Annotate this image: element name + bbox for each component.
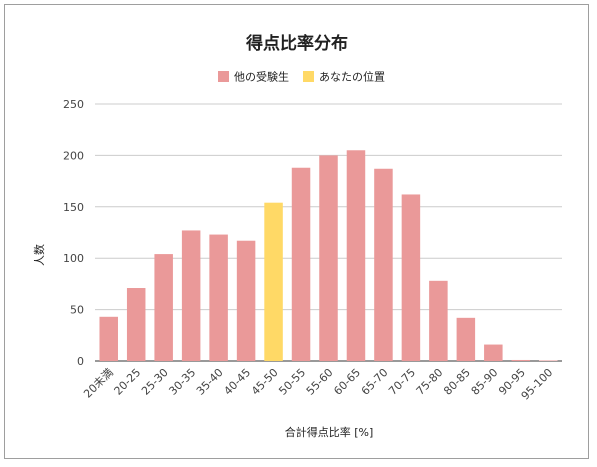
y-axis-title: 人数 bbox=[33, 244, 46, 266]
legend-swatch-others bbox=[218, 71, 229, 82]
y-tick-label: 250 bbox=[63, 98, 84, 111]
legend-label-you: あなたの位置 bbox=[319, 70, 385, 84]
bar bbox=[346, 150, 366, 361]
bar bbox=[236, 240, 256, 361]
bars bbox=[99, 150, 558, 361]
bar bbox=[209, 234, 228, 361]
bar bbox=[154, 254, 173, 361]
y-tick-label: 100 bbox=[63, 252, 84, 265]
x-tick-label: 85-90 bbox=[469, 366, 501, 398]
x-tick-label: 20未満 bbox=[81, 366, 116, 401]
x-tick-label: 80-85 bbox=[441, 366, 473, 398]
bar bbox=[99, 316, 118, 361]
x-tick-label: 50-55 bbox=[276, 366, 308, 398]
x-tick-label: 25-30 bbox=[139, 366, 171, 398]
x-tick-label: 60-65 bbox=[331, 366, 363, 398]
x-tick-label: 20-25 bbox=[112, 366, 144, 398]
y-axis-ticks: 0 50 100 150 200 250 bbox=[63, 98, 84, 368]
bar bbox=[539, 360, 558, 361]
chart-frame: 得点比率分布 他の受験生 あなたの位置 0 50 100 150 200 250 20未満… bbox=[4, 4, 589, 459]
x-axis-ticks: 20未満20-2525-3030-3535-4040-4545-5050-555… bbox=[81, 366, 555, 403]
bar bbox=[456, 317, 476, 361]
y-tick-label: 50 bbox=[70, 304, 84, 317]
chart-title: 得点比率分布 bbox=[245, 33, 348, 54]
bar-chart: 得点比率分布 他の受験生 あなたの位置 0 50 100 150 200 250 20未満… bbox=[33, 33, 562, 439]
x-tick-label: 45-50 bbox=[249, 366, 281, 398]
x-tick-label: 70-75 bbox=[386, 366, 418, 398]
bar bbox=[429, 280, 448, 361]
bar-your-position bbox=[264, 202, 283, 361]
x-tick-label: 65-70 bbox=[359, 366, 391, 398]
x-axis-title: 合計得点比率 [%] bbox=[285, 425, 374, 439]
x-tick-label: 35-40 bbox=[194, 366, 226, 398]
legend-swatch-you bbox=[303, 71, 314, 82]
bar bbox=[374, 168, 393, 361]
x-tick-label: 55-60 bbox=[304, 366, 336, 398]
bar bbox=[511, 359, 531, 361]
y-tick-label: 150 bbox=[63, 201, 84, 214]
y-tick-label: 0 bbox=[77, 355, 84, 368]
bar bbox=[126, 288, 146, 361]
bar bbox=[181, 230, 201, 361]
bar bbox=[291, 167, 311, 361]
legend: 他の受験生 あなたの位置 bbox=[218, 70, 385, 84]
bar bbox=[484, 344, 503, 361]
bar bbox=[401, 194, 421, 361]
x-tick-label: 40-45 bbox=[221, 366, 253, 398]
x-tick-label: 30-35 bbox=[166, 366, 198, 398]
bar bbox=[319, 155, 338, 361]
legend-label-others: 他の受験生 bbox=[234, 70, 289, 84]
x-tick-label: 75-80 bbox=[414, 366, 446, 398]
y-tick-label: 200 bbox=[63, 149, 84, 162]
